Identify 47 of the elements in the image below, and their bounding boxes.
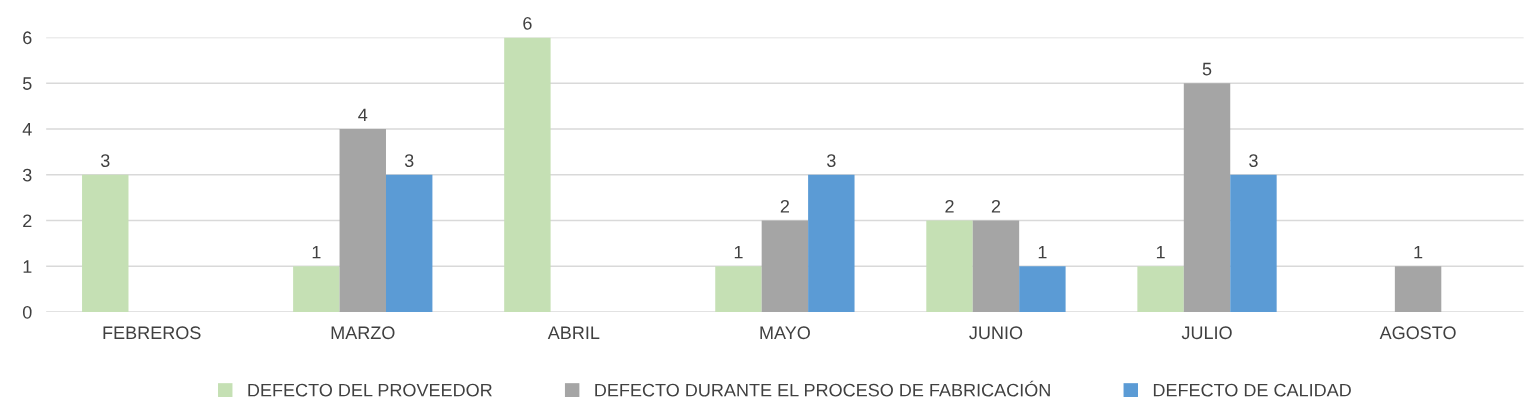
- legend-label: DEFECTO DE CALIDAD: [1153, 383, 1351, 397]
- bar: [1394, 266, 1442, 312]
- data-label: 1: [1156, 245, 1165, 259]
- bar: [761, 220, 809, 312]
- y-tick-label: 1: [23, 260, 32, 273]
- x-tick-label: JULIO: [1181, 326, 1232, 340]
- bar: [504, 37, 551, 312]
- data-label: 2: [945, 199, 954, 213]
- legend-label: DEFECTO DURANTE EL PROCESO DE FABRICACIÓN: [595, 380, 1050, 397]
- y-tick-label: 0: [22, 305, 32, 319]
- bar: [926, 220, 973, 312]
- bar: [1230, 174, 1277, 312]
- bar: [808, 174, 855, 312]
- data-label: 3: [404, 154, 414, 167]
- data-label: 1: [312, 245, 321, 259]
- data-label: 6: [523, 16, 532, 30]
- y-tick-label: 5: [22, 77, 32, 90]
- data-label: 1: [1038, 245, 1047, 259]
- data-label: 2: [991, 199, 1001, 213]
- bar: [972, 220, 1020, 312]
- bar: [1019, 266, 1066, 312]
- bar: [1183, 83, 1231, 312]
- data-label: 1: [734, 245, 743, 259]
- data-label: 1: [1414, 245, 1423, 259]
- data-label: 5: [1202, 62, 1212, 76]
- x-tick-label: AGOSTO: [1379, 326, 1456, 340]
- bar: [339, 128, 386, 312]
- y-tick-label: 3: [22, 168, 32, 182]
- y-tick-label: 4: [22, 123, 32, 136]
- x-tick-label: FEBREROS: [103, 326, 201, 340]
- bar: [293, 266, 340, 312]
- x-tick-label: MAYO: [760, 326, 810, 340]
- x-tick-label: JUNIO: [969, 326, 1023, 340]
- y-tick-label: 2: [23, 214, 32, 228]
- legend-label: DEFECTO DEL PROVEEDOR: [248, 383, 492, 397]
- bar: [715, 266, 762, 312]
- y-tick-label: 6: [23, 31, 32, 45]
- x-tick-label: ABRIL: [547, 326, 600, 339]
- bar: [82, 174, 129, 312]
- data-label: 4: [358, 108, 368, 122]
- bar: [385, 174, 433, 312]
- bar: [1137, 266, 1184, 312]
- data-label: 2: [780, 199, 789, 213]
- x-tick-label: MARZO: [331, 326, 395, 340]
- data-label: 3: [1249, 154, 1258, 167]
- data-label: 3: [826, 154, 836, 167]
- data-label: 3: [100, 154, 110, 167]
